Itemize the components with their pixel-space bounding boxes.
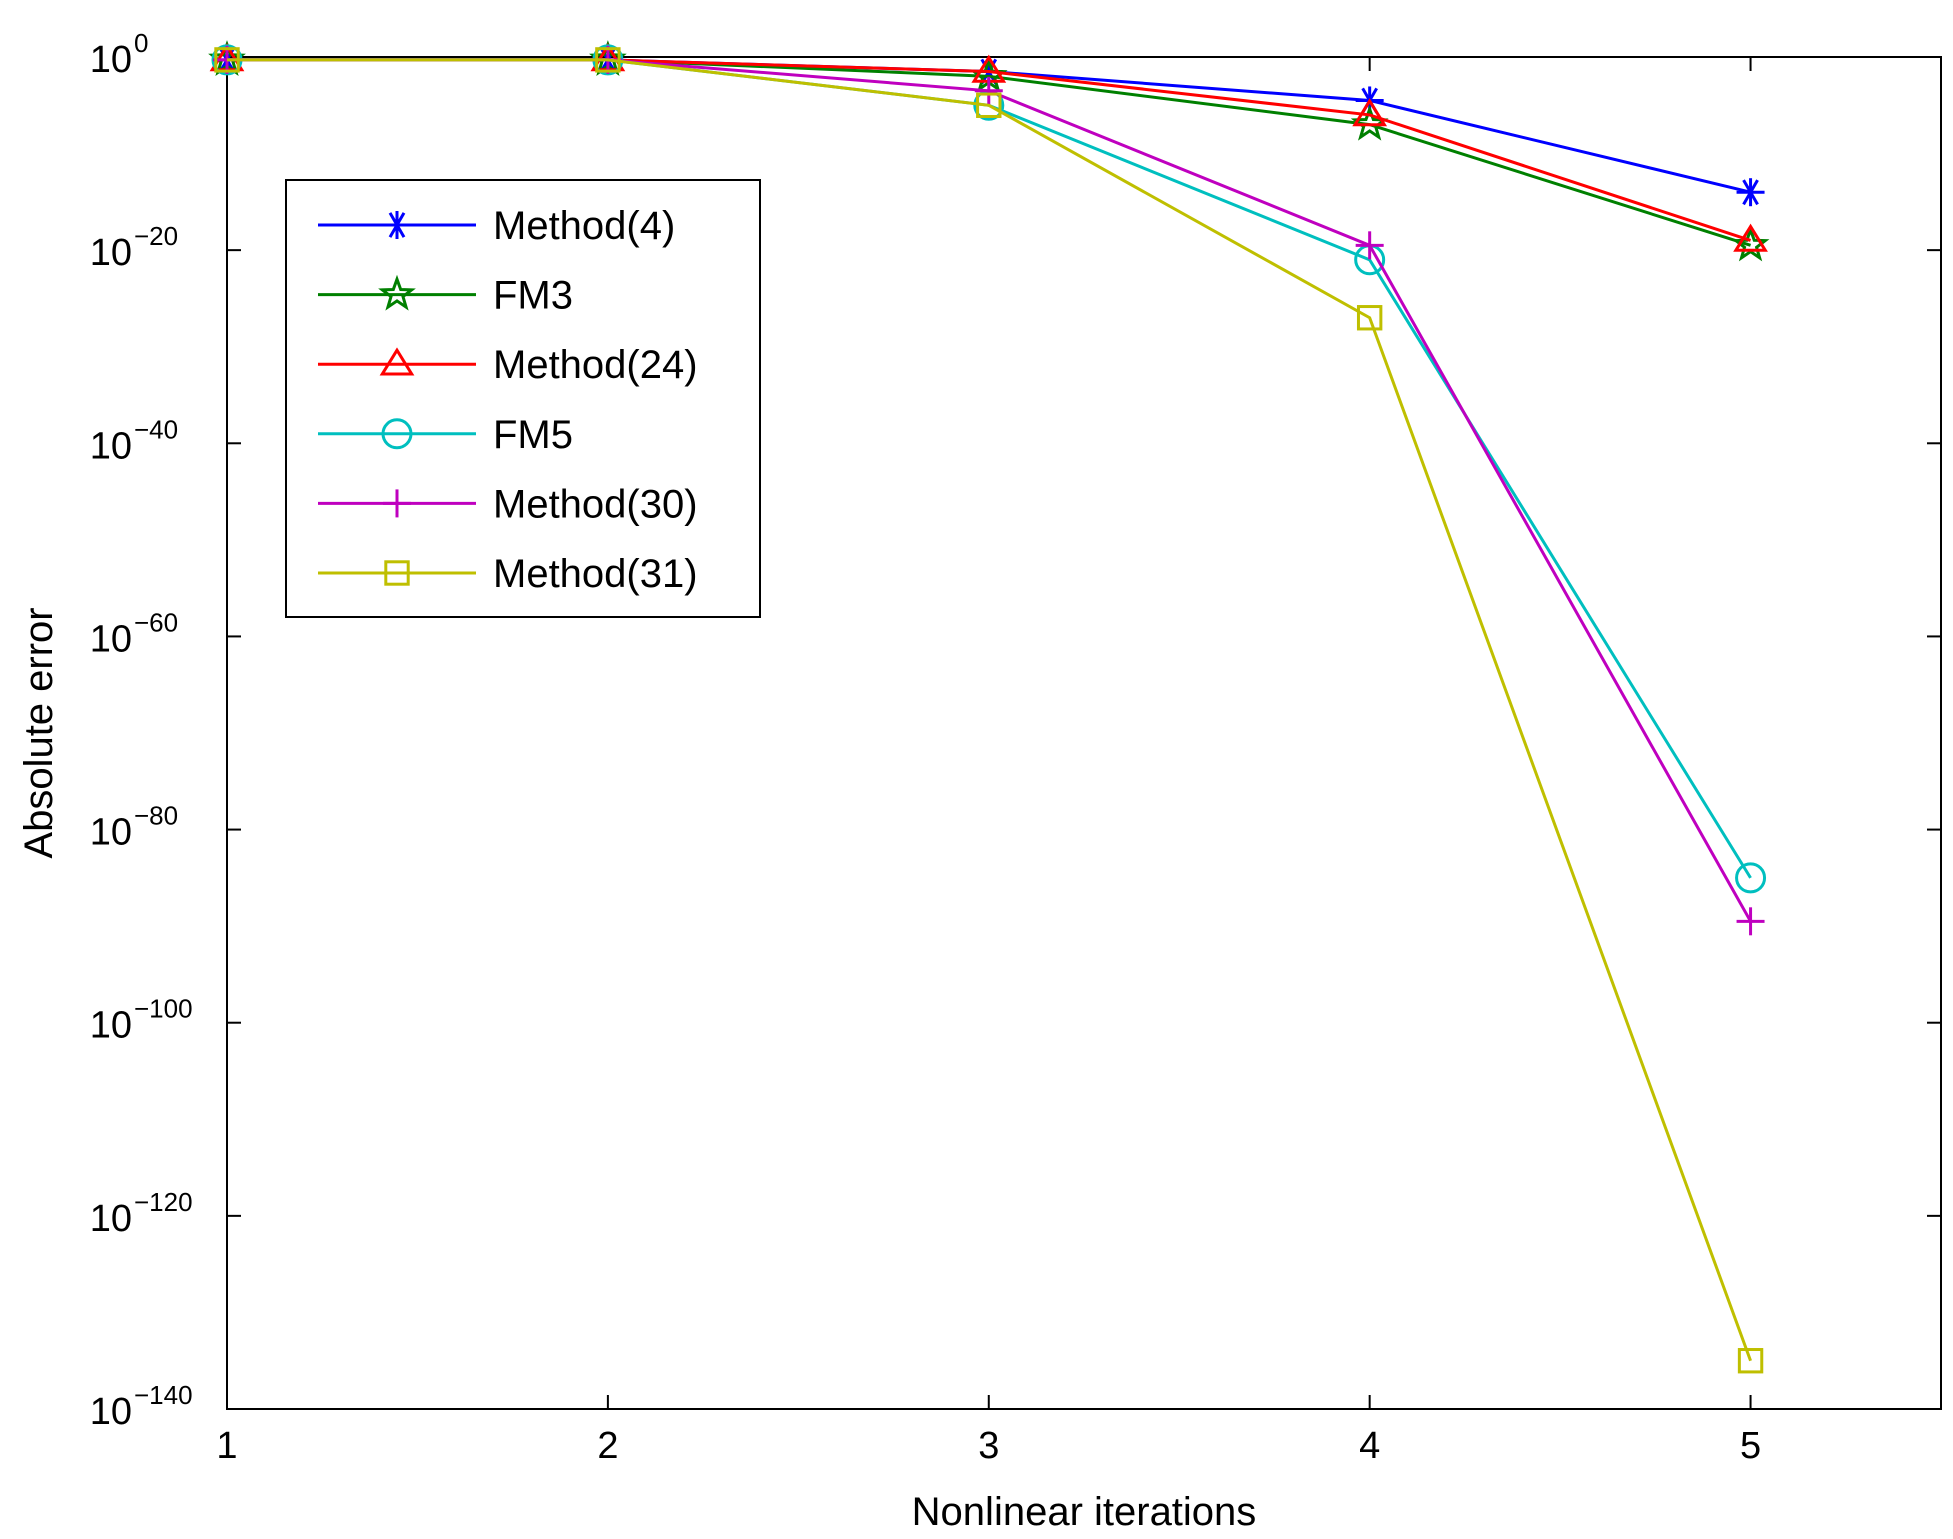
x-tick-label: 5 [1740,1425,1761,1467]
y-axis-label: Absolute error [17,607,61,858]
legend: Method(4) FM3 Method(24) FM5 Method(30) Metho… [285,179,761,618]
legend-label: Method(4) [493,204,675,248]
y-tick-exponent: 0 [134,28,148,58]
data-point [1737,1348,1764,1374]
data-point [976,92,1002,118]
legend-marker [379,347,415,376]
data-point [214,47,240,73]
legend-marker [383,489,411,518]
data-point [1735,862,1767,894]
legend-marker [384,560,410,586]
y-tick-label: 10 [90,618,132,660]
y-tick-exponent: −40 [134,414,178,444]
y-tick-label: 10 [90,1391,132,1433]
y-tick-exponent: −80 [134,801,178,831]
legend-marker [381,418,413,450]
legend-label: FM3 [493,274,573,318]
legend-entry: Method(31) [318,552,698,596]
y-tick-exponent: −140 [134,1380,193,1410]
legend-entry: Method(30) [318,482,698,526]
marker-shape [1733,223,1768,252]
y-tick-label: 10 [90,39,132,81]
marker-shape [1737,1348,1764,1374]
data-point [1736,907,1765,936]
y-tick-label: 10 [90,812,132,854]
y-tick-exponent: −20 [134,221,178,251]
data-point [1733,223,1768,252]
marker-shape [384,560,410,586]
marker-shape [381,418,413,450]
data-point [1736,178,1765,207]
y-tick-label: 10 [90,1005,132,1047]
y-tick-exponent: −120 [134,1187,193,1217]
x-axis-label: Nonlinear iterations [912,1490,1257,1534]
legend-label: FM5 [493,413,573,457]
marker-shape [1735,862,1767,894]
legend-marker [383,211,411,239]
marker-shape [976,92,1002,118]
legend-label: Method(30) [493,482,698,526]
series-method-31 [214,47,1764,1374]
series-layer [208,40,1770,1374]
y-tick-exponent: −100 [134,994,193,1024]
x-tick-label: 3 [978,1425,999,1467]
legend-entry: FM5 [318,413,573,457]
data-point [1356,305,1383,331]
y-tick-label: 10 [90,232,132,274]
data-point [974,76,1003,105]
legend-label: Method(24) [493,343,698,387]
x-tick-label: 4 [1359,1425,1380,1467]
legend-entry: FM3 [318,274,573,318]
data-point [595,47,621,73]
marker-shape [595,47,621,73]
data-point [1355,231,1384,260]
y-tick-label: 10 [90,425,132,467]
legend-entry: Method(24) [318,343,698,387]
legend-box [285,179,761,618]
marker-shape [1356,305,1383,331]
marker-shape [379,347,415,376]
series-line [227,58,1752,1362]
legend-label: Method(31) [493,552,698,596]
legend-marker [378,274,416,311]
data-point [1352,98,1388,127]
x-tick-label: 2 [597,1425,618,1467]
x-tick-label: 1 [216,1425,237,1467]
marker-shape [214,47,240,73]
y-tick-label: 10 [90,1198,132,1240]
y-tick-exponent: −60 [134,607,178,637]
marker-shape [378,274,416,311]
legend-entry: Method(4) [318,204,675,248]
marker-shape [1352,98,1388,127]
